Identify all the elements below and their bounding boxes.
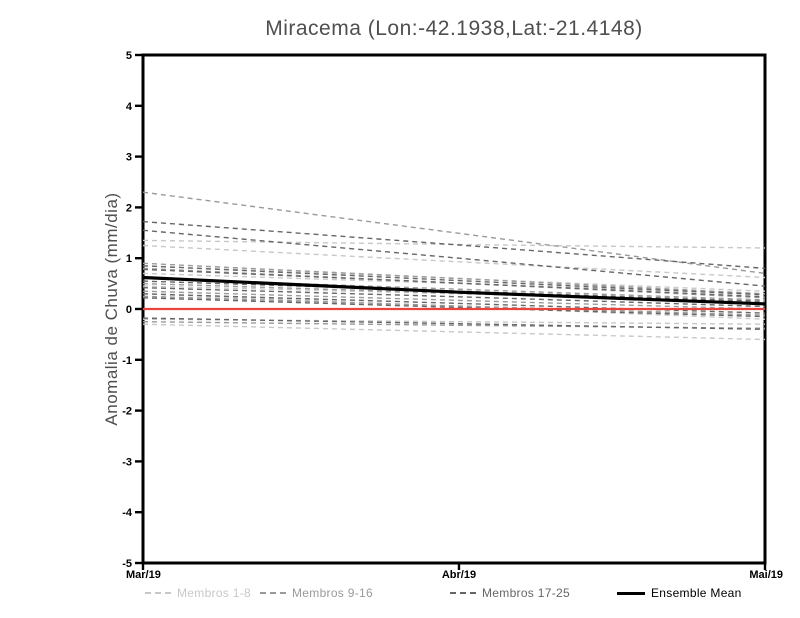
legend-label: Membros 17-25 bbox=[482, 586, 570, 600]
series-membro-25 bbox=[142, 317, 766, 330]
legend-label: Membros 1-8 bbox=[177, 586, 251, 600]
y-tick-label: -4 bbox=[122, 507, 133, 519]
series-membro-18 bbox=[142, 229, 766, 287]
y-tick-label: 0 bbox=[126, 304, 132, 316]
series-membro-6 bbox=[142, 293, 766, 320]
solid-line-sample bbox=[617, 591, 645, 595]
legend-item-ensemble-mean: Ensemble Mean bbox=[617, 585, 742, 601]
series-membro-8 bbox=[142, 323, 766, 341]
series-membro-9 bbox=[142, 191, 766, 275]
series-membro-19 bbox=[142, 265, 766, 296]
series-membro-20 bbox=[142, 268, 766, 298]
y-tick-label: -5 bbox=[122, 558, 132, 570]
legend-label: Ensemble Mean bbox=[651, 586, 742, 600]
series-membro-17 bbox=[142, 220, 766, 270]
chart-title: Miracema (Lon:-42.1938,Lat:-21.4148) bbox=[265, 17, 643, 40]
dashed-line-sample bbox=[145, 592, 171, 594]
y-tick-label: 4 bbox=[126, 101, 133, 113]
y-tick-label: 3 bbox=[126, 152, 132, 164]
series-ensemble-mean bbox=[142, 275, 766, 306]
legend-item-membros-9-16: Membros 9-16 bbox=[260, 585, 373, 601]
dashed-line-sample bbox=[260, 592, 286, 594]
dashed-line-sample bbox=[450, 592, 476, 594]
y-tick-label: -3 bbox=[122, 456, 132, 468]
legend-label: Membros 9-16 bbox=[292, 586, 373, 600]
y-tick-label: 1 bbox=[126, 253, 132, 265]
series-membro-16 bbox=[142, 321, 766, 329]
y-tick-label: 2 bbox=[126, 202, 132, 214]
y-tick-label: -2 bbox=[122, 406, 132, 418]
series-membro-14 bbox=[142, 290, 766, 310]
legend-item-membros-17-25: Membros 17-25 bbox=[450, 585, 570, 601]
x-tick-label: Mai/19 bbox=[749, 569, 783, 581]
series-membro-1 bbox=[142, 239, 766, 249]
series-membro-12 bbox=[142, 277, 766, 301]
y-tick-label: -1 bbox=[122, 355, 132, 367]
series-membro-15 bbox=[142, 295, 766, 316]
series-membro-23 bbox=[142, 293, 766, 314]
series-membro-22 bbox=[142, 287, 766, 308]
series-membro-2 bbox=[142, 244, 766, 279]
y-tick-label: 5 bbox=[126, 50, 132, 62]
legend: Membros 1-8 Membros 9-16 Membros 17-25 E… bbox=[0, 585, 800, 605]
series-membro-24 bbox=[142, 297, 766, 318]
x-tick-label: Mar/19 bbox=[126, 569, 161, 581]
legend-item-membros-1-8: Membros 1-8 bbox=[145, 585, 251, 601]
x-tick-label: Abr/19 bbox=[442, 569, 476, 581]
series-membro-7 bbox=[142, 318, 766, 325]
series-membro-10 bbox=[142, 262, 766, 295]
